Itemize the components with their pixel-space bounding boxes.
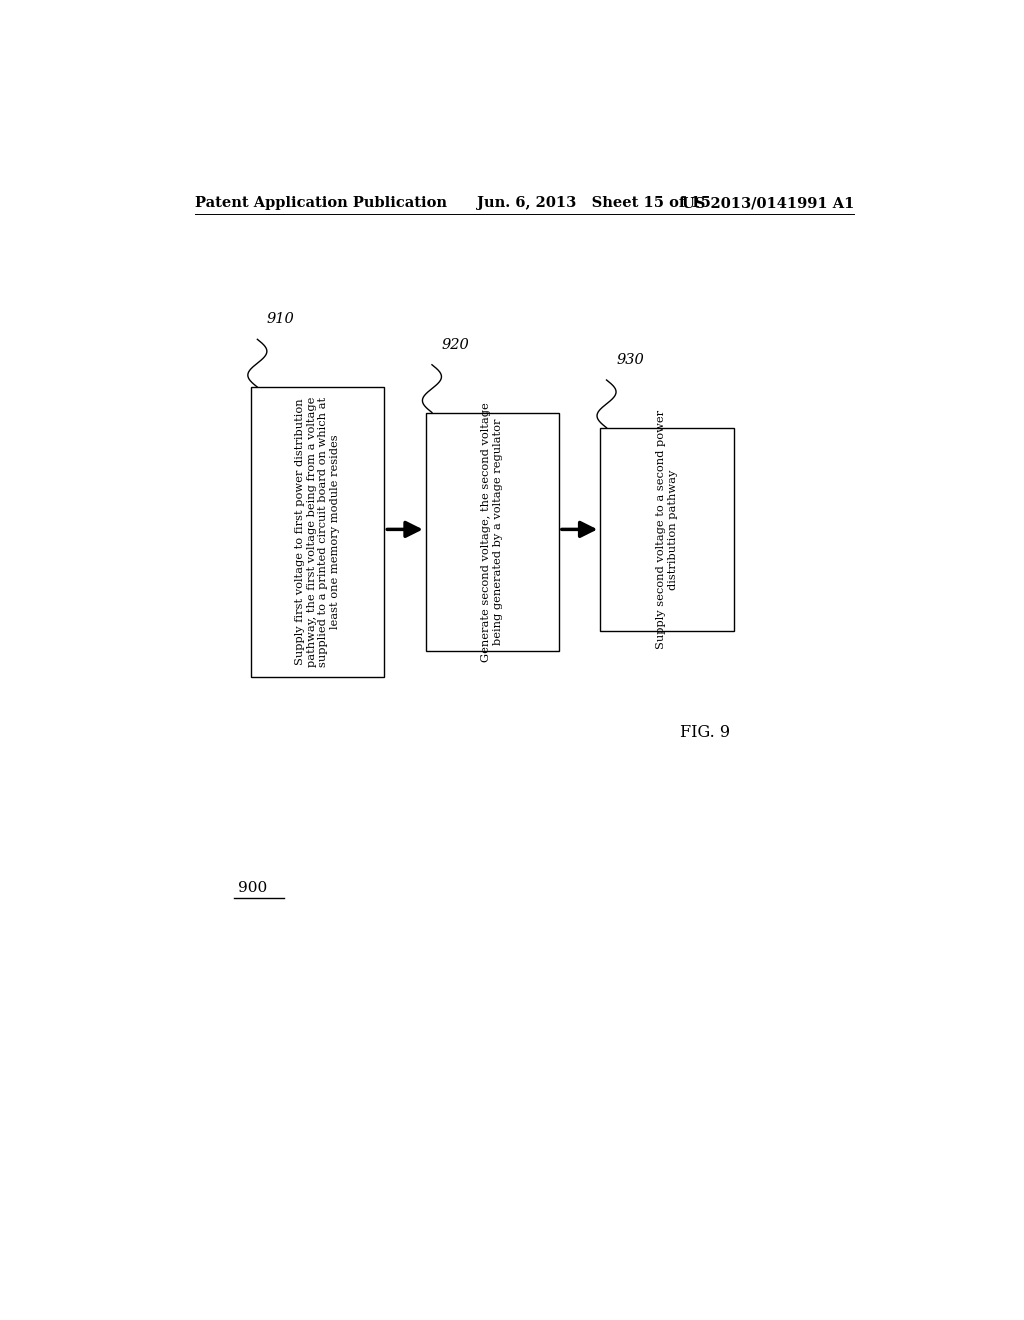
Text: Generate second voltage, the second voltage
being generated by a voltage regulat: Generate second voltage, the second volt… [481, 403, 503, 661]
Bar [251, 387, 384, 677]
Text: 920: 920 [441, 338, 469, 351]
Text: Jun. 6, 2013   Sheet 15 of 15: Jun. 6, 2013 Sheet 15 of 15 [477, 195, 711, 210]
Bar [600, 428, 733, 631]
Text: 930: 930 [616, 352, 644, 367]
Text: Supply second voltage to a second power
distribution pathway: Supply second voltage to a second power … [656, 409, 678, 649]
Text: FIG. 9: FIG. 9 [680, 725, 730, 741]
Text: US 2013/0141991 A1: US 2013/0141991 A1 [682, 195, 854, 210]
Text: Supply first voltage to first power distribution
pathway, the first voltage bein: Supply first voltage to first power dist… [295, 397, 340, 667]
Bar [426, 413, 559, 651]
Text: 910: 910 [267, 312, 295, 326]
Text: Patent Application Publication: Patent Application Publication [196, 195, 447, 210]
Text: 900: 900 [238, 882, 267, 895]
